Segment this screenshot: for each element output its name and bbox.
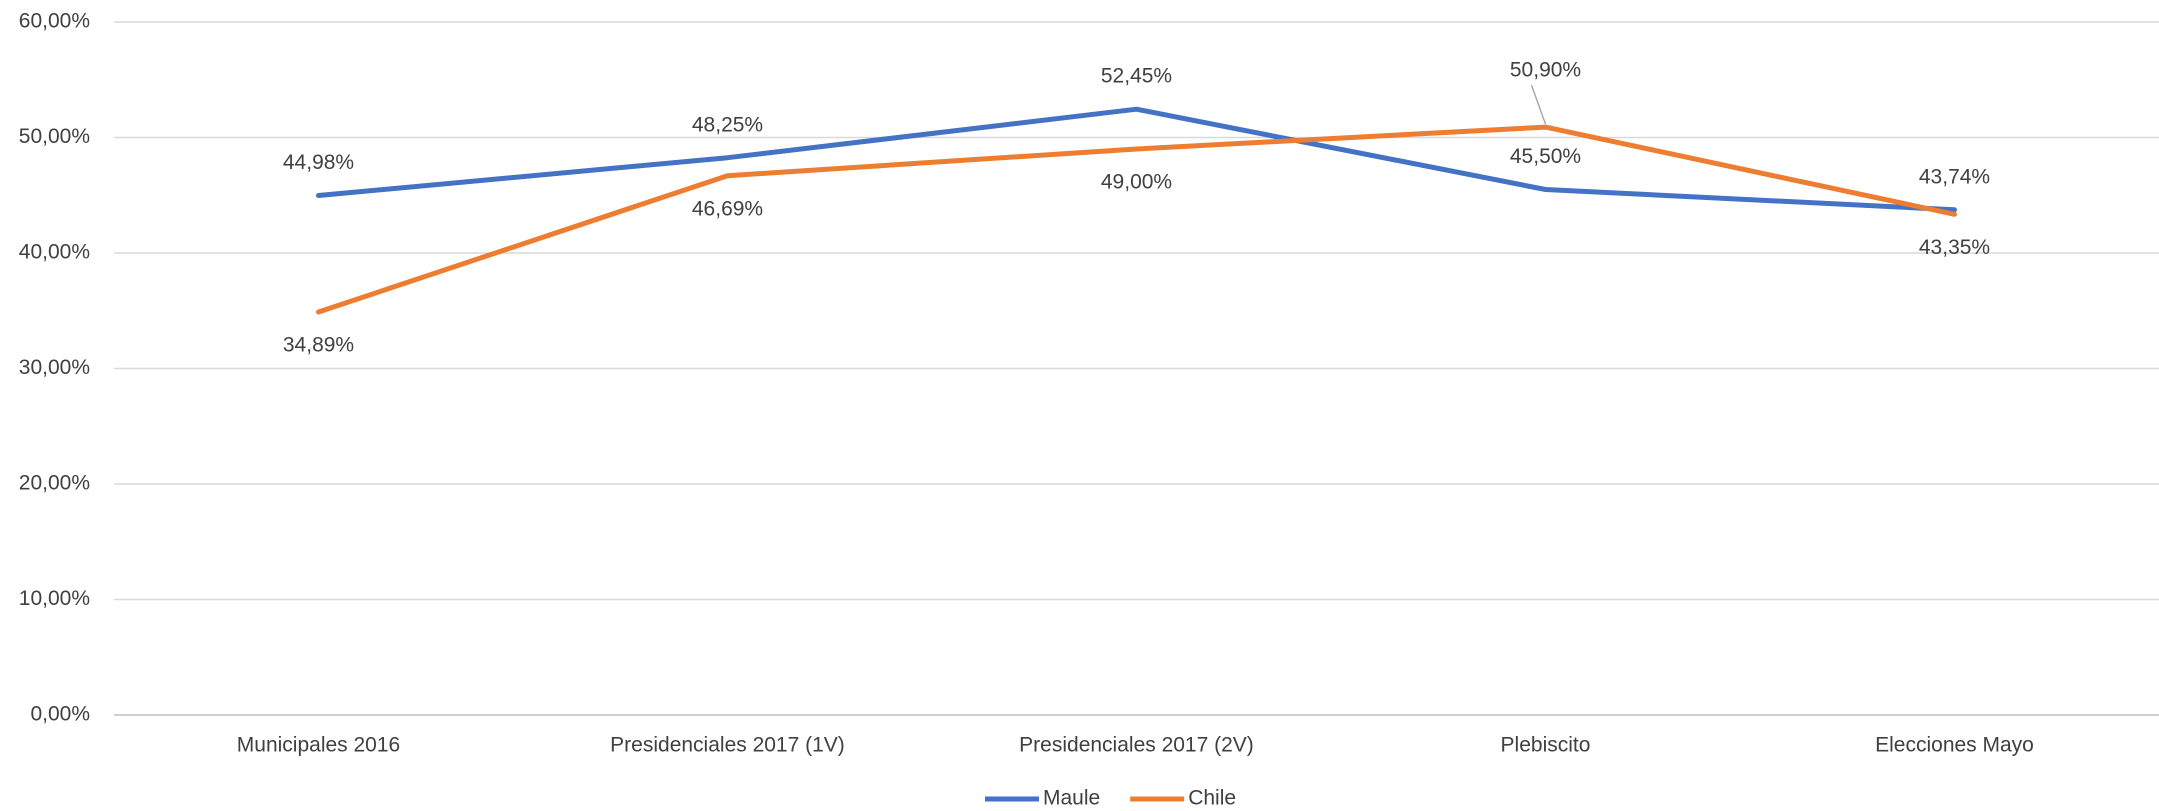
- legend-label: Maule: [1043, 787, 1100, 810]
- data-label: 49,00%: [1101, 171, 1172, 194]
- y-tick-label: 30,00%: [19, 356, 90, 379]
- y-tick-label: 0,00%: [30, 703, 90, 726]
- x-tick-label: Elecciones Mayo: [1875, 734, 2034, 757]
- series-line: [316, 124, 1957, 315]
- y-tick-label: 20,00%: [19, 472, 90, 495]
- y-tick-label: 40,00%: [19, 241, 90, 264]
- y-tick-label: 60,00%: [19, 10, 90, 33]
- data-label: 43,74%: [1919, 165, 1990, 188]
- x-tick-label: Presidenciales 2017 (2V): [1019, 734, 1254, 757]
- data-label: 48,25%: [692, 113, 763, 136]
- x-tick-label: Plebiscito: [1501, 734, 1591, 757]
- data-label: 44,98%: [283, 151, 354, 174]
- data-label: 50,90%: [1510, 59, 1581, 82]
- data-label: 45,50%: [1510, 145, 1581, 168]
- data-label: 34,89%: [283, 334, 354, 357]
- legend-label: Chile: [1188, 787, 1236, 810]
- series-line: [316, 106, 1957, 213]
- x-tick-label: Municipales 2016: [237, 734, 400, 757]
- data-label: 52,45%: [1101, 65, 1172, 88]
- x-tick-label: Presidenciales 2017 (1V): [610, 734, 845, 757]
- data-label: 46,69%: [692, 197, 763, 220]
- y-tick-label: 10,00%: [19, 587, 90, 610]
- leader-line: [1530, 84, 1547, 125]
- data-label: 43,35%: [1919, 236, 1990, 259]
- y-tick-label: 50,00%: [19, 125, 90, 148]
